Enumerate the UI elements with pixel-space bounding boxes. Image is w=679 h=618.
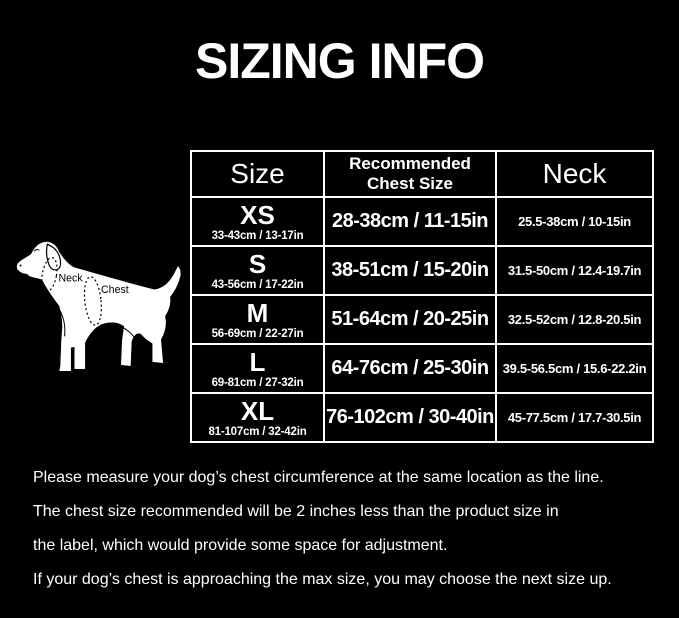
table-row-m: M 56-69cm / 22-27in 51-64cm / 20-25in 32… [190, 294, 654, 345]
size-detail: 33-43cm / 13-17in [211, 229, 304, 242]
size-cell: XS 33-43cm / 13-17in [190, 196, 325, 247]
size-value: L [249, 346, 266, 377]
neck-label: Neck [59, 273, 84, 285]
table-row-xs: XS 33-43cm / 13-17in 28-38cm / 11-15in 2… [190, 196, 654, 247]
thigh-line [122, 326, 139, 347]
chest-label: Chest [101, 284, 129, 296]
size-value: M [246, 297, 269, 328]
size-cell: S 43-56cm / 17-22in [190, 245, 325, 296]
dog-silhouette-icon [16, 241, 181, 372]
note-line-2: The chest size recommended will be 2 inc… [33, 503, 559, 520]
size-detail: 69-81cm / 27-32in [211, 376, 304, 389]
size-value: XL [240, 395, 275, 426]
chest-cell: 38-51cm / 15-20in [323, 245, 497, 296]
sizing-table: Size Recommended Chest Size Neck XS 33-4… [190, 150, 654, 443]
neck-cell: 25.5-38cm / 10-15in [495, 196, 654, 247]
neck-cell: 32.5-52cm / 12.8-20.5in [495, 294, 654, 345]
neck-cell: 31.5-50cm / 12.4-19.7in [495, 245, 654, 296]
table-row-xl: XL 81-107cm / 32-42in 76-102cm / 30-40in… [190, 392, 654, 443]
size-cell: M 56-69cm / 22-27in [190, 294, 325, 345]
header-row: Size Recommended Chest Size Neck [190, 150, 654, 198]
chest-cell: 51-64cm / 20-25in [323, 294, 497, 345]
neck-measure-line [41, 257, 58, 293]
column-header-size: Size [190, 150, 325, 198]
chest-cell: 76-102cm / 30-40in [323, 392, 497, 443]
neck-cell: 39.5-56.5cm / 15.6-22.2in [495, 343, 654, 394]
dog-ear-icon [45, 243, 62, 271]
dog-nose-icon [19, 264, 22, 267]
page-title: SIZING INFO [195, 33, 485, 89]
size-detail: 81-107cm / 32-42in [208, 425, 307, 438]
size-cell: XL 81-107cm / 32-42in [190, 392, 325, 443]
column-header-neck: Neck [495, 150, 654, 198]
note-line-3: the label, which would provide some spac… [33, 537, 448, 554]
measurement-notes: Please measure your dog’s chest circumfe… [33, 461, 679, 597]
size-detail: 43-56cm / 17-22in [211, 278, 304, 291]
dog-eye-icon [33, 249, 40, 252]
chest-cell: 64-76cm / 25-30in [323, 343, 497, 394]
neck-cell: 45-77.5cm / 17.7-30.5in [495, 392, 654, 443]
note-line-1: Please measure your dog’s chest circumfe… [33, 469, 604, 486]
column-header-chest: Recommended Chest Size [323, 150, 497, 198]
size-detail: 56-69cm / 22-27in [211, 327, 304, 340]
dog-diagram-svg: Neck Chest [16, 241, 181, 372]
size-value: S [248, 248, 267, 279]
table-row-s: S 43-56cm / 17-22in 38-51cm / 15-20in 31… [190, 245, 654, 296]
size-value: XS [240, 199, 275, 230]
chest-measure-line [83, 276, 102, 326]
table-row-l: L 69-81cm / 27-32in 64-76cm / 25-30in 39… [190, 343, 654, 394]
note-line-4: If your dog’s chest is approaching the m… [33, 571, 612, 588]
front-leg-line [58, 307, 66, 337]
size-cell: L 69-81cm / 27-32in [190, 343, 325, 394]
dog-measurement-diagram: Neck Chest [16, 239, 181, 374]
chest-cell: 28-38cm / 11-15in [323, 196, 497, 247]
